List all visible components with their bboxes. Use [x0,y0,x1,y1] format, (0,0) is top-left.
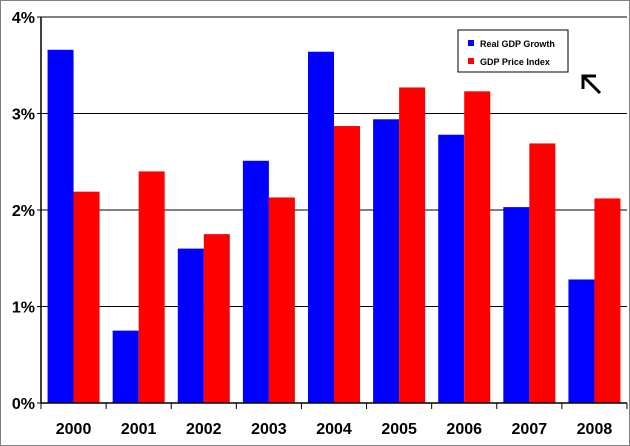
bar-real-gdp-growth-2000 [47,49,74,404]
bar-gdp-price-index-2005 [399,87,426,403]
y-tick-labels: 0% 1% 2% 3% 4% [12,10,35,413]
x-tick-label: 2006 [446,421,482,438]
bar-gdp-price-index-2004 [334,126,360,404]
x-tick-label: 2003 [251,421,287,438]
x-tick-label: 2004 [316,421,352,438]
legend-swatch-gdp-price-index [468,58,474,64]
bar-gdp-price-index-2006 [464,91,491,404]
legend-box [457,29,569,73]
x-tick-labels: 2000 2001 2002 2003 2004 2005 2006 2007 2008 [56,421,613,438]
x-tick-label: 2007 [512,421,548,438]
legend-label-real-gdp-growth: Real GDP Growth [480,39,555,49]
x-tick-label: 2000 [56,421,92,438]
y-tick-label: 3% [12,107,35,124]
bar-gdp-price-index-2003 [268,197,295,403]
y-tick-label: 2% [12,203,35,220]
bar-real-gdp-growth-2008 [568,279,595,403]
y-tick-label: 0% [12,396,35,413]
bar-real-gdp-growth-2003 [242,160,269,403]
bar-gdp-price-index-2000 [73,191,100,403]
x-tick-label: 2008 [577,421,613,438]
bar-real-gdp-growth-2004 [308,51,334,404]
arrow-up-left-icon [581,74,602,95]
bar-real-gdp-growth-2006 [438,134,465,404]
y-tick-label: 4% [12,10,35,27]
bar-real-gdp-growth-2007 [503,207,530,403]
bar-real-gdp-growth-2005 [373,119,400,403]
x-tick-label: 2001 [121,421,157,438]
bar-real-gdp-growth-2002 [177,248,204,403]
y-tick-label: 1% [12,300,35,317]
axes [40,17,628,409]
legend-label-gdp-price-index: GDP Price Index [480,57,550,67]
bar-real-gdp-growth-2001 [112,330,139,403]
x-tick-label: 2005 [381,421,417,438]
bar-gdp-price-index-2007 [529,143,556,404]
x-tick-label: 2002 [186,421,222,438]
bars [47,49,621,404]
bar-gdp-price-index-2002 [203,234,230,403]
legend-swatch-real-gdp-growth [468,40,474,46]
bar-gdp-price-index-2008 [594,198,621,403]
legend: Real GDP Growth GDP Price Index [457,29,569,73]
bar-gdp-price-index-2001 [138,171,165,403]
